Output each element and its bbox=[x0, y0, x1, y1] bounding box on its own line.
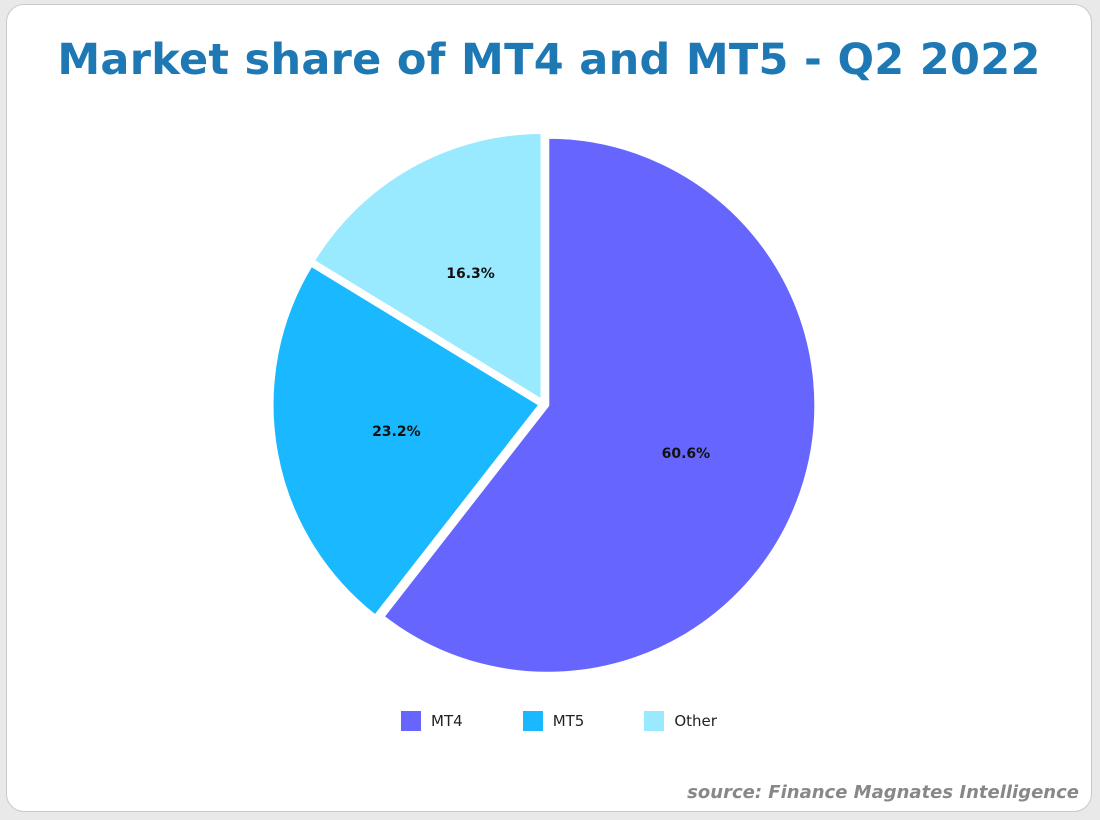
pie-slices bbox=[270, 131, 818, 675]
legend-swatch-other bbox=[644, 711, 665, 731]
legend: MT4 MT5 Other bbox=[17, 711, 1100, 731]
data-label-other: 16.3% bbox=[446, 266, 495, 282]
legend-item-mt4: MT4 bbox=[401, 711, 463, 731]
pie-chart: 60.6% 23.2% 16.3% bbox=[270, 131, 818, 675]
legend-swatch-mt4 bbox=[401, 711, 422, 731]
data-label-mt4: 60.6% bbox=[662, 446, 711, 462]
data-label-mt5: 23.2% bbox=[372, 424, 421, 440]
pie-slice-mt4 bbox=[380, 135, 818, 675]
legend-label-mt5: MT5 bbox=[552, 712, 585, 730]
legend-label-other: Other bbox=[674, 712, 717, 730]
pie-labels: 60.6% 23.2% 16.3% bbox=[372, 266, 710, 462]
legend-item-mt5: MT5 bbox=[522, 711, 585, 731]
pie-slice-other bbox=[311, 131, 544, 404]
legend-item-other: Other bbox=[644, 711, 717, 731]
chart-title: Market share of MT4 and MT5 - Q2 2022 bbox=[57, 35, 1041, 85]
pie-slice-mt5 bbox=[270, 263, 543, 619]
legend-swatch-mt5 bbox=[522, 711, 543, 731]
source-note: source: Finance Magnates Intelligence bbox=[687, 782, 1079, 803]
legend-label-mt4: MT4 bbox=[431, 712, 463, 730]
chart-card: Market share of MT4 and MT5 - Q2 2022 60… bbox=[6, 4, 1092, 812]
